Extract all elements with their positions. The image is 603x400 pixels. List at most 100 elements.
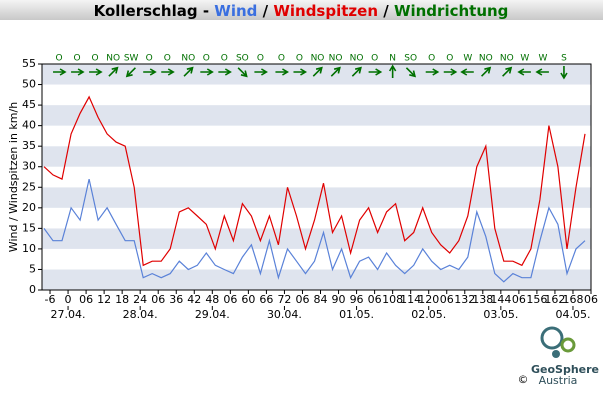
direction-label: NO: [350, 54, 364, 64]
x-tick-label: 18: [115, 293, 129, 306]
x-tick-label: 06: [584, 293, 598, 306]
series-line: [43, 178, 586, 283]
logo-dot: [552, 350, 560, 358]
direction-label: O: [203, 54, 210, 64]
x-tick-label: 06: [368, 293, 382, 306]
title-part: Windspitzen: [273, 2, 378, 20]
date-label: 28.04.: [123, 308, 158, 321]
arrow-shape: [460, 68, 474, 76]
direction-arrow: [460, 68, 474, 76]
arrow-shape: [560, 66, 568, 80]
logo-ring: [540, 326, 564, 350]
direction-arrow: [200, 68, 214, 76]
direction-arrow: [443, 68, 458, 76]
arrow-shape: [502, 66, 513, 77]
direction-label: SO: [236, 54, 249, 64]
direction-label: O: [278, 54, 285, 64]
direction-label: O: [164, 54, 171, 64]
x-tick-label: 06: [512, 293, 526, 306]
direction-label: O: [296, 54, 303, 64]
logo-sub: Austria: [539, 374, 578, 387]
direction-arrow: [71, 68, 85, 76]
x-tick-label: 66: [259, 293, 273, 306]
direction-label: S: [561, 54, 567, 64]
direction-label: W: [463, 54, 472, 64]
direction-label: O: [428, 54, 435, 64]
arrow-shape: [405, 67, 417, 78]
logo: GeoSphere Austria ©: [518, 326, 599, 387]
title-part: Windrichtung: [394, 2, 508, 20]
arrow-shape: [517, 68, 531, 76]
arrow-shape: [108, 66, 119, 77]
chart-title: Kollerschlag - Wind / Windspitzen / Wind…: [94, 2, 509, 20]
grid-band: [42, 146, 591, 167]
title-part: /: [257, 2, 273, 20]
arrow-shape: [53, 68, 67, 76]
direction-label: O: [257, 54, 264, 64]
arrow-shape: [161, 68, 175, 76]
direction-arrow: [143, 68, 157, 76]
grid-band: [42, 228, 591, 249]
arrow-shape: [293, 68, 308, 76]
direction-label: O: [92, 54, 99, 64]
direction-label: O: [446, 54, 453, 64]
direction-label: NO: [106, 54, 120, 64]
x-tick-label: 162: [544, 293, 565, 306]
x-tick-label: 120: [418, 293, 439, 306]
x-tick-label: 42: [187, 293, 201, 306]
direction-arrow: [312, 66, 323, 77]
logo-ring: [560, 337, 576, 353]
x-tick-label: 06: [295, 293, 309, 306]
x-tick-label: 24: [133, 293, 147, 306]
direction-arrow: [254, 68, 268, 76]
logo-name: GeoSphere: [531, 363, 599, 376]
direction-arrow: [125, 67, 136, 78]
direction-label: W: [520, 54, 529, 64]
date-label: 29.04.: [195, 308, 230, 321]
x-tick-label: -6: [45, 293, 56, 306]
direction-label: NO: [311, 54, 325, 64]
direction-arrow: [368, 68, 383, 76]
x-tick-label: 06: [440, 293, 454, 306]
x-tick-label: 48: [205, 293, 219, 306]
y-tick-label: 40: [22, 119, 36, 132]
date-label: 02.05.: [411, 308, 446, 321]
x-tick-label: 168: [562, 293, 583, 306]
grid-band: [42, 84, 591, 106]
date-label: 04.05.: [555, 308, 590, 321]
arrow-shape: [388, 64, 397, 78]
x-tick-label: 06: [151, 293, 165, 306]
grid-band: [42, 64, 591, 85]
x-tick-label: 84: [314, 293, 328, 306]
arrow-shape: [443, 68, 458, 76]
direction-label: NO: [181, 54, 195, 64]
arrow-shape: [351, 66, 362, 77]
y-axis-label: Wind / Windspitzen in km/h: [7, 102, 20, 252]
direction-arrow: [161, 68, 175, 76]
direction-label: O: [146, 54, 153, 64]
y-tick-label: 45: [22, 98, 36, 111]
arrow-shape: [200, 68, 214, 76]
x-tick-label: 60: [241, 293, 255, 306]
direction-arrow: [330, 66, 341, 77]
grid-band: [42, 166, 591, 188]
date-label: 03.05.: [483, 308, 518, 321]
direction-label: W: [538, 54, 547, 64]
date-label: 30.04.: [267, 308, 302, 321]
arrow-shape: [71, 68, 85, 76]
y-tick-label: 55: [22, 57, 36, 70]
title-part: Kollerschlag -: [94, 2, 215, 20]
direction-arrow: [481, 66, 492, 77]
arrow-shape: [330, 66, 341, 77]
x-tick-label: 96: [350, 293, 364, 306]
y-tick-label: 15: [22, 221, 36, 234]
arrow-shape: [125, 67, 136, 78]
direction-arrow: [275, 68, 289, 76]
date-label: 01.05.: [339, 308, 374, 321]
grid-band: [42, 187, 591, 208]
x-tick-label: 144: [490, 293, 511, 306]
x-tick-label: 36: [169, 293, 183, 306]
x-tick-label: 156: [526, 293, 547, 306]
direction-arrow: [517, 68, 531, 76]
